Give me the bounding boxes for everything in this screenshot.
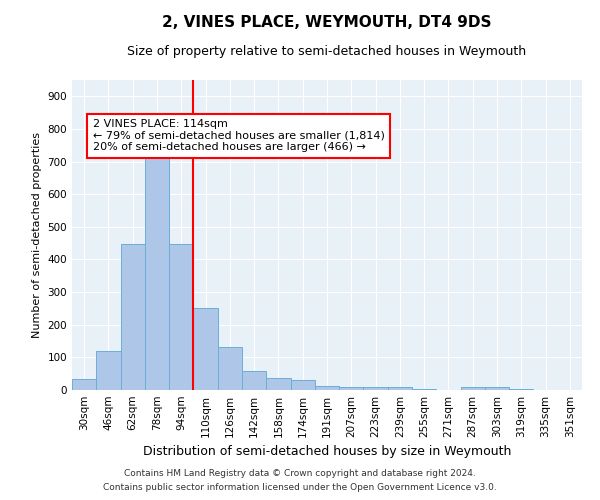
Bar — [290, 380, 315, 390]
Bar — [121, 244, 145, 390]
X-axis label: Distribution of semi-detached houses by size in Weymouth: Distribution of semi-detached houses by … — [143, 446, 511, 458]
Bar — [242, 371, 266, 390]
Bar — [169, 244, 193, 390]
Bar — [485, 388, 509, 390]
Bar — [339, 388, 364, 390]
Bar — [96, 352, 121, 390]
Text: Contains public sector information licensed under the Open Government Licence v3: Contains public sector information licen… — [103, 484, 497, 492]
Bar — [388, 388, 412, 390]
Bar — [412, 389, 436, 390]
Bar — [218, 346, 242, 390]
Text: 2, VINES PLACE, WEYMOUTH, DT4 9DS: 2, VINES PLACE, WEYMOUTH, DT4 9DS — [162, 15, 492, 30]
Bar — [364, 388, 388, 390]
Bar — [461, 387, 485, 390]
Text: Size of property relative to semi-detached houses in Weymouth: Size of property relative to semi-detach… — [127, 45, 527, 58]
Bar — [315, 386, 339, 390]
Bar — [145, 158, 169, 390]
Text: 2 VINES PLACE: 114sqm
← 79% of semi-detached houses are smaller (1,814)
20% of s: 2 VINES PLACE: 114sqm ← 79% of semi-deta… — [92, 119, 385, 152]
Bar — [193, 308, 218, 390]
Bar — [266, 378, 290, 390]
Bar — [72, 378, 96, 390]
Text: Contains HM Land Registry data © Crown copyright and database right 2024.: Contains HM Land Registry data © Crown c… — [124, 468, 476, 477]
Y-axis label: Number of semi-detached properties: Number of semi-detached properties — [32, 132, 42, 338]
